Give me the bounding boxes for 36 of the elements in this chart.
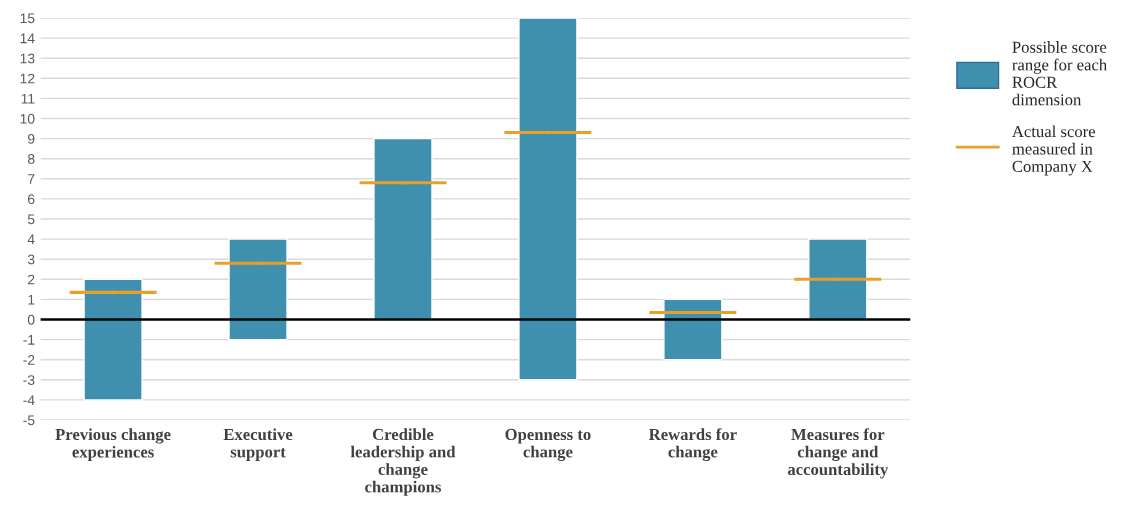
y-tick-label: 13 xyxy=(20,53,35,64)
y-tick-label: -1 xyxy=(23,335,35,345)
x-tick-label: Openness to change xyxy=(505,428,591,462)
y-tick-label: 8 xyxy=(27,154,35,164)
y-tick-label: 5 xyxy=(27,214,35,225)
bar xyxy=(518,18,578,381)
legend-label: Actual score measured in Company X xyxy=(1012,125,1096,176)
x-tick-label: Executive support xyxy=(223,428,293,461)
bar xyxy=(663,298,723,361)
x-tick-label: Credible leadership and change champions xyxy=(350,428,456,496)
x-tick-label: Rewards for change xyxy=(648,428,737,462)
y-tick-label: 0 xyxy=(27,314,35,325)
x-tick-label: Previous change experiences xyxy=(55,428,171,462)
y-tick-label: 4 xyxy=(27,234,35,245)
bar xyxy=(808,238,868,321)
legend-label: Possible score range for each ROCR dimension xyxy=(1012,41,1107,106)
y-tick-label: 12 xyxy=(20,73,35,84)
x-tick-label: Measures for change and accountability xyxy=(787,428,889,479)
y-tick-label: 6 xyxy=(28,194,35,205)
y-tick-label: -3 xyxy=(23,375,35,385)
y-tick-label: 11 xyxy=(21,93,35,104)
y-tick-label: 15 xyxy=(20,13,35,24)
y-tick-label: 3 xyxy=(27,254,35,265)
bar xyxy=(228,238,288,341)
y-tick-label: -2 xyxy=(23,355,35,365)
point xyxy=(835,277,840,282)
bar xyxy=(373,137,433,321)
y-tick-label: 9 xyxy=(27,133,35,144)
y-tick-label: -4 xyxy=(23,395,35,405)
y-tick-label: 14 xyxy=(20,33,35,44)
y-tick-label: 7 xyxy=(28,174,35,184)
y-tick-label: 10 xyxy=(20,113,35,124)
y-tick-label: 2 xyxy=(28,274,35,285)
y-tick-label: -5 xyxy=(23,415,35,426)
y-tick-label: 1 xyxy=(28,294,35,305)
bar xyxy=(83,278,143,401)
